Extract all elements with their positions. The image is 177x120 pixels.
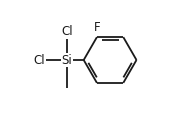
Text: Cl: Cl <box>61 25 73 38</box>
Text: Si: Si <box>62 54 72 66</box>
Text: F: F <box>94 21 100 33</box>
Text: Cl: Cl <box>33 54 45 66</box>
